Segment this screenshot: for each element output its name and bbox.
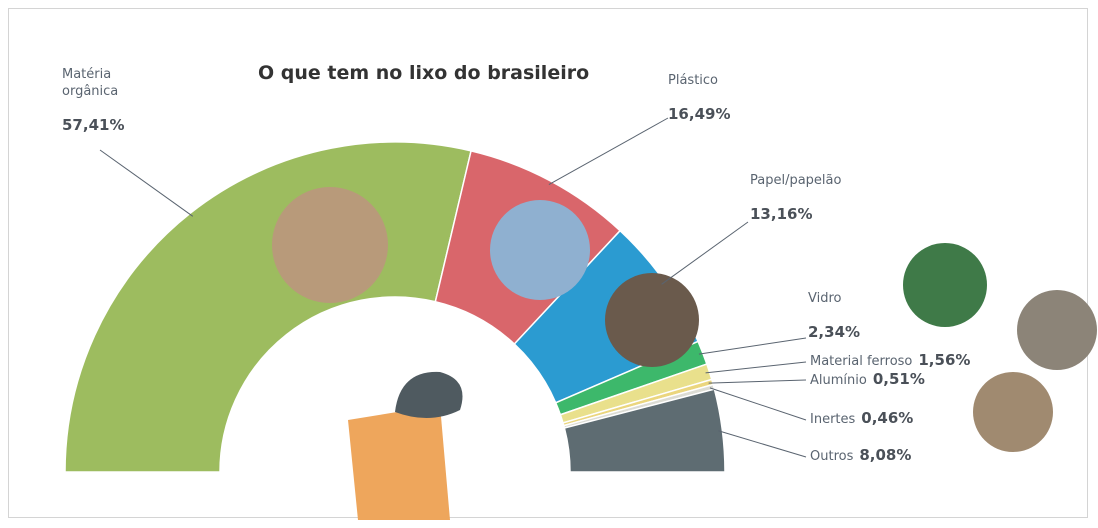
- slice-label: Alumínio 0,51%: [810, 371, 925, 389]
- slice-label: Outros 8,08%: [810, 447, 911, 465]
- leader-line: [698, 337, 807, 355]
- slice-value: 8,08%: [859, 446, 912, 464]
- leader-line: [661, 221, 749, 285]
- photo: [490, 200, 590, 300]
- slice-label: Plástico 16,49%: [668, 72, 738, 124]
- slice-label: Papel/papelão 13,16%: [750, 172, 842, 224]
- slice-name: Inertes: [810, 412, 856, 427]
- chart-title: O que tem no lixo do brasileiro: [258, 62, 590, 84]
- leader-line: [548, 117, 669, 186]
- frame: [8, 8, 1088, 518]
- leader-line: [99, 149, 194, 217]
- slice-name: Plástico: [668, 73, 719, 88]
- photo: [973, 372, 1053, 452]
- leader-line: [718, 430, 807, 458]
- slice-value: 2,34%: [808, 323, 861, 341]
- slice-label: Matéria orgânica 57,41%: [62, 66, 132, 135]
- slice-name: Papel/papelão: [750, 173, 842, 188]
- slice-name: Vidro: [808, 291, 842, 306]
- slice-name: Alumínio: [810, 373, 867, 388]
- bin: [348, 405, 450, 520]
- slice-value: 13,16%: [750, 205, 813, 223]
- leader-line: [708, 379, 807, 384]
- slice-name: Outros: [810, 449, 854, 464]
- slice-value: 16,49%: [668, 105, 731, 123]
- bag: [395, 371, 463, 419]
- slice-value: 1,56%: [918, 351, 971, 369]
- slice-label: Vidro 2,34%: [808, 290, 878, 342]
- photo: [605, 273, 699, 367]
- slice-label: Material ferroso 1,56%: [810, 352, 970, 370]
- slice-label: Inertes 0,46%: [810, 410, 913, 428]
- slice-name: Matéria orgânica: [62, 67, 119, 99]
- slice-value: 0,46%: [861, 409, 914, 427]
- photo: [1017, 290, 1097, 370]
- leader-line: [705, 361, 807, 374]
- slice-value: 57,41%: [62, 116, 125, 134]
- photo: [903, 243, 987, 327]
- slice: [563, 388, 726, 473]
- leader-line: [709, 387, 807, 421]
- photo: [272, 187, 388, 303]
- slice-name: Material ferroso: [810, 354, 913, 369]
- slice-value: 0,51%: [872, 370, 925, 388]
